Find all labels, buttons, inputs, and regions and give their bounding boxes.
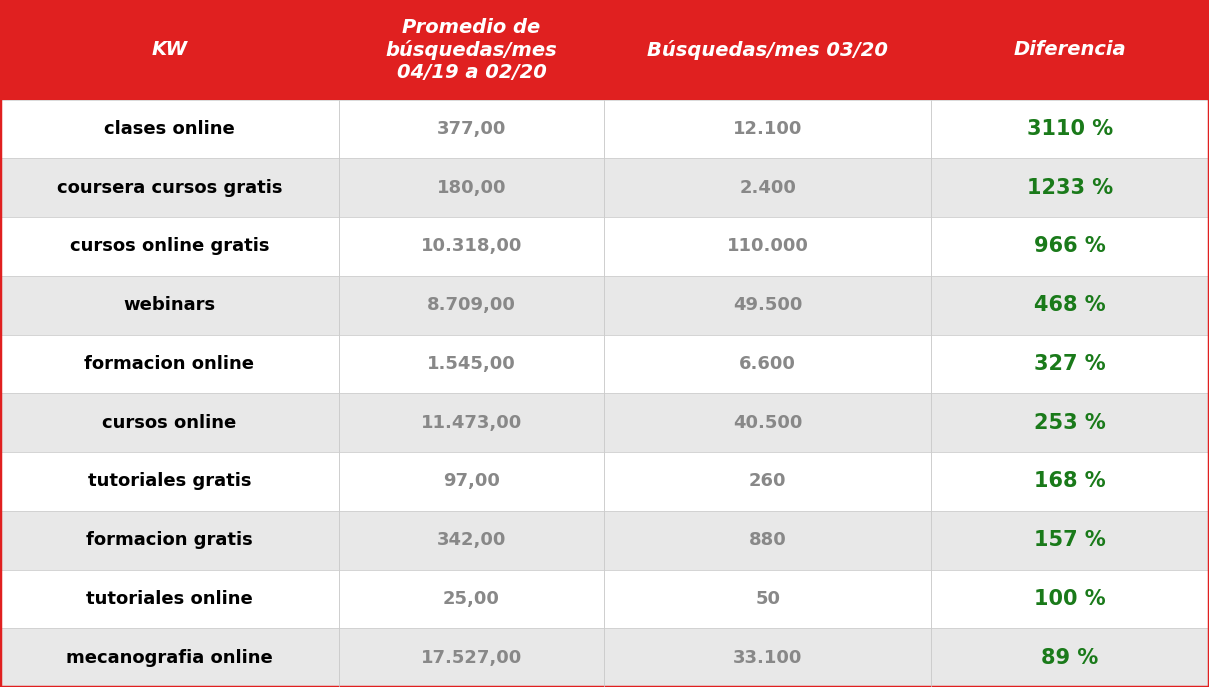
Text: 49.500: 49.500 bbox=[733, 296, 803, 314]
Text: 168 %: 168 % bbox=[1034, 471, 1106, 491]
FancyBboxPatch shape bbox=[0, 275, 339, 335]
FancyBboxPatch shape bbox=[931, 217, 1209, 275]
FancyBboxPatch shape bbox=[0, 335, 339, 393]
FancyBboxPatch shape bbox=[0, 0, 339, 100]
Text: Promedio de
búsquedas/mes
04/19 a 02/20: Promedio de búsquedas/mes 04/19 a 02/20 bbox=[386, 18, 557, 82]
FancyBboxPatch shape bbox=[339, 570, 604, 628]
FancyBboxPatch shape bbox=[931, 393, 1209, 452]
FancyBboxPatch shape bbox=[339, 452, 604, 510]
Text: cursos online: cursos online bbox=[102, 414, 237, 431]
Text: 11.473,00: 11.473,00 bbox=[421, 414, 522, 431]
FancyBboxPatch shape bbox=[931, 159, 1209, 217]
FancyBboxPatch shape bbox=[931, 275, 1209, 335]
FancyBboxPatch shape bbox=[931, 510, 1209, 570]
Text: formacion online: formacion online bbox=[85, 355, 254, 373]
FancyBboxPatch shape bbox=[0, 217, 339, 275]
Text: clases online: clases online bbox=[104, 120, 235, 138]
Text: 10.318,00: 10.318,00 bbox=[421, 238, 522, 256]
Text: tutoriales online: tutoriales online bbox=[86, 590, 253, 608]
FancyBboxPatch shape bbox=[0, 570, 339, 628]
Text: 966 %: 966 % bbox=[1034, 236, 1106, 256]
Text: Diferencia: Diferencia bbox=[1013, 41, 1127, 59]
Text: 50: 50 bbox=[756, 590, 780, 608]
Text: 12.100: 12.100 bbox=[733, 120, 803, 138]
FancyBboxPatch shape bbox=[604, 0, 931, 100]
Text: formacion gratis: formacion gratis bbox=[86, 531, 253, 549]
Text: 342,00: 342,00 bbox=[436, 531, 507, 549]
FancyBboxPatch shape bbox=[339, 393, 604, 452]
FancyBboxPatch shape bbox=[604, 100, 931, 159]
Text: 8.709,00: 8.709,00 bbox=[427, 296, 516, 314]
Text: 100 %: 100 % bbox=[1034, 589, 1106, 609]
Text: 377,00: 377,00 bbox=[436, 120, 507, 138]
Text: KW: KW bbox=[151, 41, 187, 59]
Text: 157 %: 157 % bbox=[1034, 530, 1106, 550]
Text: webinars: webinars bbox=[123, 296, 215, 314]
FancyBboxPatch shape bbox=[339, 100, 604, 159]
FancyBboxPatch shape bbox=[339, 217, 604, 275]
FancyBboxPatch shape bbox=[604, 393, 931, 452]
Text: 110.000: 110.000 bbox=[727, 238, 809, 256]
Text: 33.100: 33.100 bbox=[733, 649, 803, 666]
Text: 6.600: 6.600 bbox=[739, 355, 797, 373]
Text: 97,00: 97,00 bbox=[442, 473, 501, 491]
Text: 180,00: 180,00 bbox=[436, 179, 507, 196]
FancyBboxPatch shape bbox=[339, 159, 604, 217]
FancyBboxPatch shape bbox=[931, 0, 1209, 100]
Text: 2.400: 2.400 bbox=[739, 179, 797, 196]
FancyBboxPatch shape bbox=[931, 628, 1209, 687]
Text: 40.500: 40.500 bbox=[733, 414, 803, 431]
FancyBboxPatch shape bbox=[339, 510, 604, 570]
FancyBboxPatch shape bbox=[0, 159, 339, 217]
FancyBboxPatch shape bbox=[339, 0, 604, 100]
FancyBboxPatch shape bbox=[0, 100, 339, 159]
Text: cursos online gratis: cursos online gratis bbox=[69, 238, 270, 256]
FancyBboxPatch shape bbox=[0, 628, 339, 687]
FancyBboxPatch shape bbox=[339, 628, 604, 687]
FancyBboxPatch shape bbox=[0, 510, 339, 570]
Text: 253 %: 253 % bbox=[1034, 413, 1106, 433]
FancyBboxPatch shape bbox=[604, 159, 931, 217]
Text: 25,00: 25,00 bbox=[442, 590, 501, 608]
FancyBboxPatch shape bbox=[931, 100, 1209, 159]
FancyBboxPatch shape bbox=[604, 510, 931, 570]
FancyBboxPatch shape bbox=[931, 335, 1209, 393]
Text: tutoriales gratis: tutoriales gratis bbox=[87, 473, 251, 491]
Text: 880: 880 bbox=[748, 531, 787, 549]
Text: 468 %: 468 % bbox=[1034, 295, 1106, 315]
Text: 17.527,00: 17.527,00 bbox=[421, 649, 522, 666]
FancyBboxPatch shape bbox=[604, 275, 931, 335]
FancyBboxPatch shape bbox=[0, 393, 339, 452]
FancyBboxPatch shape bbox=[339, 335, 604, 393]
Text: coursera cursos gratis: coursera cursos gratis bbox=[57, 179, 282, 196]
Text: 260: 260 bbox=[748, 473, 787, 491]
Text: 89 %: 89 % bbox=[1041, 648, 1099, 668]
FancyBboxPatch shape bbox=[931, 570, 1209, 628]
FancyBboxPatch shape bbox=[604, 217, 931, 275]
Text: mecanografia online: mecanografia online bbox=[65, 649, 273, 666]
FancyBboxPatch shape bbox=[0, 452, 339, 510]
FancyBboxPatch shape bbox=[339, 275, 604, 335]
Text: 1233 %: 1233 % bbox=[1026, 178, 1113, 198]
FancyBboxPatch shape bbox=[604, 335, 931, 393]
FancyBboxPatch shape bbox=[931, 452, 1209, 510]
Text: 327 %: 327 % bbox=[1034, 354, 1106, 374]
Text: 1.545,00: 1.545,00 bbox=[427, 355, 516, 373]
FancyBboxPatch shape bbox=[604, 570, 931, 628]
FancyBboxPatch shape bbox=[604, 452, 931, 510]
FancyBboxPatch shape bbox=[604, 628, 931, 687]
Text: 3110 %: 3110 % bbox=[1026, 119, 1113, 139]
Text: Búsquedas/mes 03/20: Búsquedas/mes 03/20 bbox=[647, 40, 889, 60]
